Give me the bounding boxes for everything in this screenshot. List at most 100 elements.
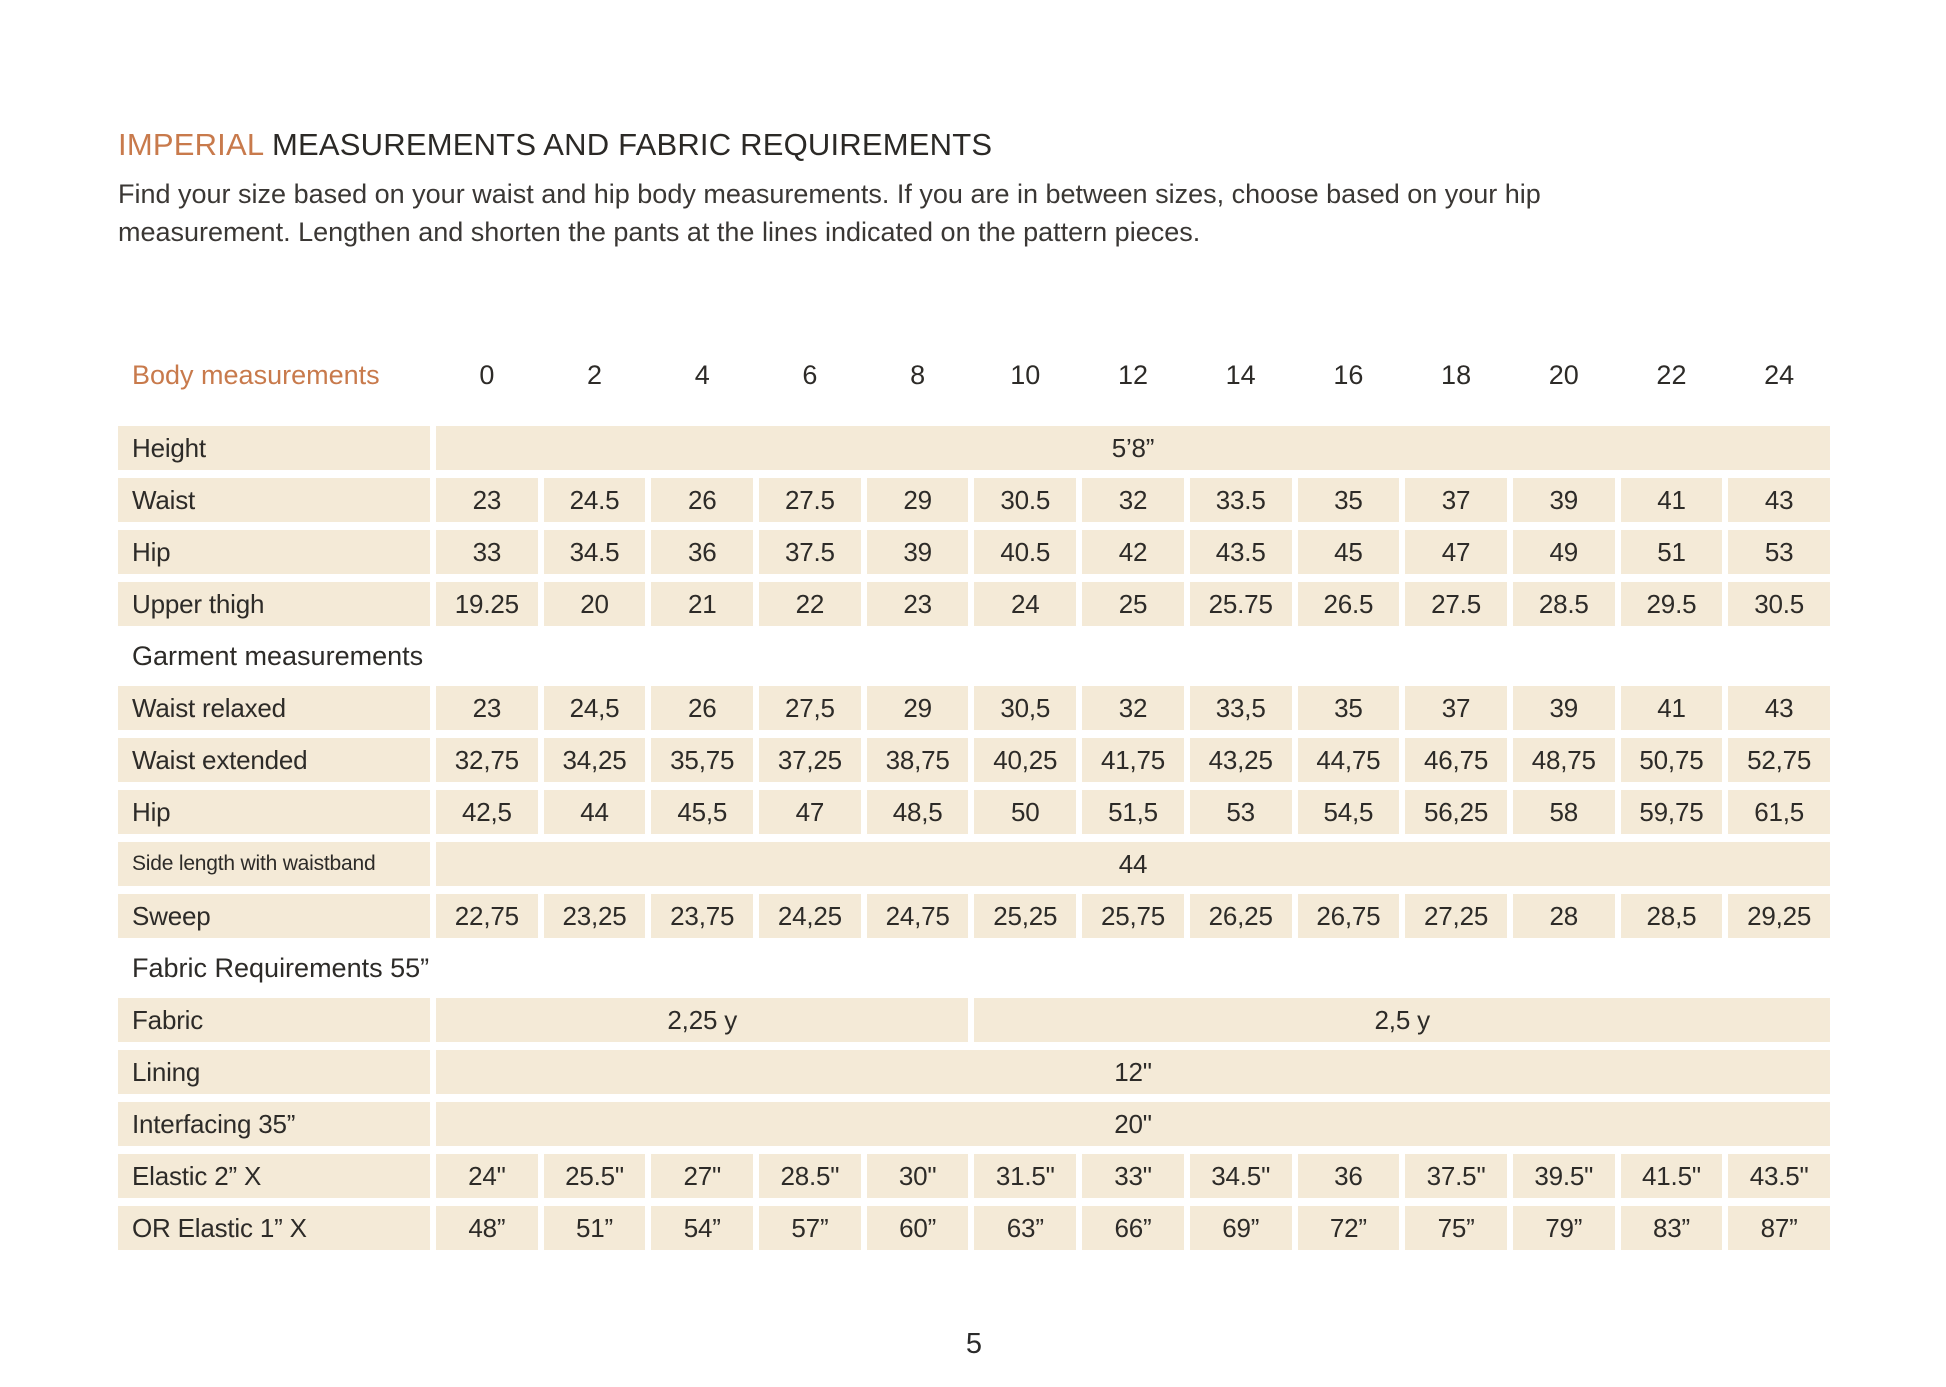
value-cell: 51” bbox=[543, 1206, 646, 1251]
row-label: OR Elastic 1” X bbox=[118, 1206, 430, 1251]
value-cell: 24,25 bbox=[759, 894, 861, 939]
value-cell: 50 bbox=[974, 790, 1077, 835]
value-cell: 30" bbox=[866, 1154, 969, 1199]
value-cell: 50,75 bbox=[1620, 738, 1723, 783]
value-cell: 83” bbox=[1620, 1206, 1723, 1251]
row-label: Hip bbox=[118, 790, 430, 835]
size-column-header: 6 bbox=[759, 351, 861, 400]
value-cell: 39 bbox=[1512, 686, 1615, 731]
value-cell: 31.5" bbox=[974, 1154, 1077, 1199]
value-cell: 35 bbox=[1297, 686, 1400, 731]
row-label: Waist extended bbox=[118, 738, 430, 783]
size-column-header: 14 bbox=[1189, 351, 1292, 400]
row-label: Hip bbox=[118, 530, 430, 575]
value-cell: 35 bbox=[1297, 478, 1400, 523]
value-cell: 27.5 bbox=[759, 478, 861, 523]
row-label: Lining bbox=[118, 1050, 430, 1095]
value-cell: 25,25 bbox=[974, 894, 1077, 939]
size-column-header: 18 bbox=[1405, 351, 1507, 400]
value-cell: 23 bbox=[436, 686, 538, 731]
value-cell: 49 bbox=[1512, 530, 1615, 575]
value-cell: 43,25 bbox=[1189, 738, 1292, 783]
value-cell: 20 bbox=[543, 582, 646, 627]
value-cell: 25.5" bbox=[543, 1154, 646, 1199]
value-cell: 29,25 bbox=[1728, 894, 1830, 939]
row-label: Fabric bbox=[118, 998, 430, 1043]
value-cell: 44,75 bbox=[1297, 738, 1400, 783]
value-cell: 30.5 bbox=[974, 478, 1077, 523]
value-cell: 44 bbox=[543, 790, 646, 835]
value-cell: 26 bbox=[651, 478, 754, 523]
value-cell: 39 bbox=[1512, 478, 1615, 523]
span-value-cell: 5’8” bbox=[436, 426, 1830, 471]
value-cell: 30,5 bbox=[974, 686, 1077, 731]
value-cell: 87” bbox=[1728, 1206, 1830, 1251]
value-cell: 72” bbox=[1297, 1206, 1400, 1251]
value-cell: 37,25 bbox=[759, 738, 861, 783]
value-cell: 30.5 bbox=[1728, 582, 1830, 627]
value-cell: 24" bbox=[436, 1154, 538, 1199]
row-label: Side length with waistband bbox=[118, 842, 430, 887]
span-value-cell: 2,25 y bbox=[436, 998, 969, 1043]
value-cell: 24.5 bbox=[543, 478, 646, 523]
size-table-body: Height 5’8” Waist 23 24.5 26 27.5 29 30.5 32 33.5 3… bbox=[118, 426, 1830, 1251]
title-rest: MEASUREMENTS AND FABRIC REQUIREMENTS bbox=[263, 127, 993, 162]
value-cell: 26 bbox=[651, 686, 754, 731]
value-cell: 27,5 bbox=[759, 686, 861, 731]
value-cell: 27.5 bbox=[1405, 582, 1507, 627]
value-cell: 37.5 bbox=[759, 530, 861, 575]
value-cell: 69” bbox=[1189, 1206, 1292, 1251]
description: Find your size based on your waist and h… bbox=[118, 175, 1830, 251]
description-line: Find your size based on your waist and h… bbox=[118, 179, 1541, 210]
value-cell: 25,75 bbox=[1082, 894, 1184, 939]
value-cell: 43.5 bbox=[1189, 530, 1292, 575]
row-label: Sweep bbox=[118, 894, 430, 939]
page-title: IMPERIAL MEASUREMENTS AND FABRIC REQUIRE… bbox=[118, 127, 1830, 162]
value-cell: 47 bbox=[759, 790, 861, 835]
value-cell: 59,75 bbox=[1620, 790, 1723, 835]
value-cell: 29 bbox=[866, 478, 969, 523]
value-cell: 19.25 bbox=[436, 582, 538, 627]
size-column-header: 20 bbox=[1512, 351, 1615, 400]
value-cell: 58 bbox=[1512, 790, 1615, 835]
value-cell: 40.5 bbox=[974, 530, 1077, 575]
value-cell: 48,75 bbox=[1512, 738, 1615, 783]
value-cell: 41 bbox=[1620, 478, 1723, 523]
value-cell: 33 bbox=[436, 530, 538, 575]
span-value-cell: 2,5 y bbox=[974, 998, 1830, 1043]
size-column-header: 0 bbox=[436, 351, 538, 400]
value-cell: 34,25 bbox=[543, 738, 646, 783]
size-column-header: 2 bbox=[543, 351, 646, 400]
description-line: measurement. Lengthen and shorten the pa… bbox=[118, 217, 1201, 248]
value-cell: 43 bbox=[1728, 478, 1830, 523]
value-cell: 56,25 bbox=[1405, 790, 1507, 835]
value-cell: 54” bbox=[651, 1206, 754, 1251]
value-cell: 23 bbox=[866, 582, 969, 627]
row-label: Upper thigh bbox=[118, 582, 430, 627]
value-cell: 39 bbox=[866, 530, 969, 575]
span-value-cell: 44 bbox=[436, 842, 1830, 887]
value-cell: 28.5" bbox=[759, 1154, 861, 1199]
value-cell: 28.5 bbox=[1512, 582, 1615, 627]
value-cell: 22,75 bbox=[436, 894, 538, 939]
value-cell: 40,25 bbox=[974, 738, 1077, 783]
value-cell: 37.5" bbox=[1405, 1154, 1507, 1199]
value-cell: 43 bbox=[1728, 686, 1830, 731]
value-cell: 24,5 bbox=[543, 686, 646, 731]
span-value-cell: 20" bbox=[436, 1102, 1830, 1147]
row-label: Elastic 2” X bbox=[118, 1154, 430, 1199]
value-cell: 25 bbox=[1082, 582, 1184, 627]
value-cell: 24,75 bbox=[866, 894, 969, 939]
value-cell: 52,75 bbox=[1728, 738, 1830, 783]
value-cell: 37 bbox=[1405, 686, 1507, 731]
value-cell: 61,5 bbox=[1728, 790, 1830, 835]
value-cell: 63” bbox=[974, 1206, 1077, 1251]
size-column-header: 8 bbox=[866, 351, 969, 400]
size-column-header: 4 bbox=[651, 351, 754, 400]
value-cell: 23,75 bbox=[651, 894, 754, 939]
value-cell: 27" bbox=[651, 1154, 754, 1199]
value-cell: 45,5 bbox=[651, 790, 754, 835]
row-label: Waist bbox=[118, 478, 430, 523]
value-cell: 45 bbox=[1297, 530, 1400, 575]
value-cell: 27,25 bbox=[1405, 894, 1507, 939]
